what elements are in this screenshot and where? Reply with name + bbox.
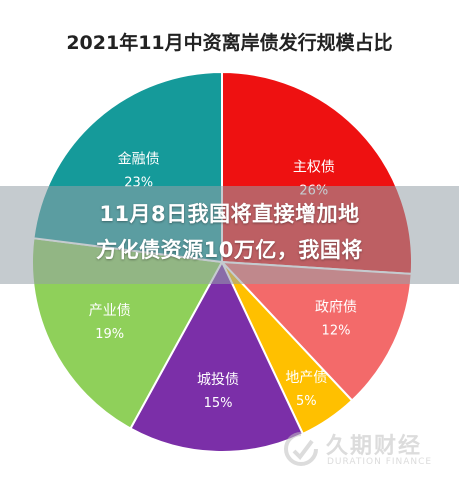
slice-label-1: 政府债 [315, 300, 357, 316]
watermark-brand: 久期财经 [326, 434, 423, 459]
slice-value-3: 15% [204, 396, 233, 411]
slice-label-4: 产业债 [89, 303, 131, 319]
headline-banner [0, 186, 459, 284]
slice-value-2: 5% [296, 394, 317, 409]
slice-label-5: 金融债 [118, 151, 160, 167]
slice-value-4: 19% [95, 327, 124, 342]
duration-finance-logo-icon [284, 432, 318, 466]
headline-line-2: 方化债资源10万亿，我国将 [96, 238, 363, 262]
watermark-brand-en: DURATION FINANCE [327, 457, 433, 467]
headline-line-1: 11月8日我国将直接增加地 [99, 202, 360, 226]
slice-label-2: 地产债 [285, 370, 327, 386]
slice-value-1: 12% [322, 324, 351, 339]
slice-label-3: 城投债 [197, 372, 239, 388]
chart-title: 2021年11月中资离岸债发行规模占比 [66, 32, 393, 54]
watermark: 久期财经 DURATION FINANCE [282, 430, 457, 470]
headline-text[interactable]: 11月8日我国将直接增加地 方化债资源10万亿，我国将 [0, 196, 459, 268]
slice-label-0: 主权债 [293, 160, 335, 176]
